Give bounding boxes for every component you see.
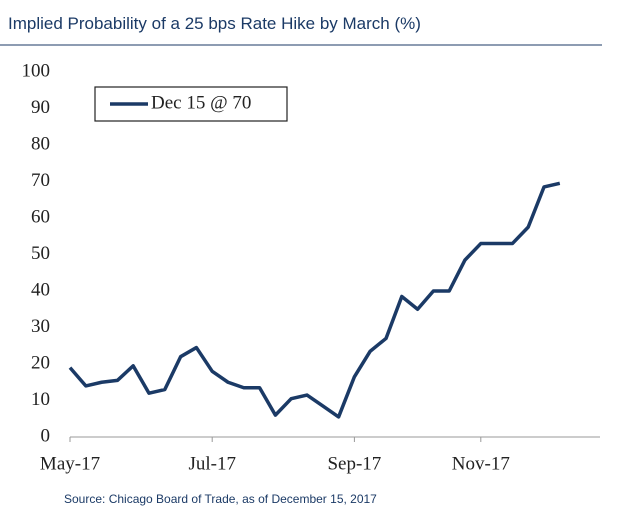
x-tick-label: Sep-17 bbox=[327, 453, 381, 474]
chart-title: Implied Probability of a 25 bps Rate Hik… bbox=[8, 14, 421, 33]
source-note: Source: Chicago Board of Trade, as of De… bbox=[64, 492, 377, 506]
y-tick-label: 30 bbox=[31, 316, 50, 337]
y-tick-label: 90 bbox=[31, 97, 50, 118]
x-tick-label: Jul-17 bbox=[188, 453, 236, 474]
legend-label: Dec 15 @ 70 bbox=[151, 92, 251, 113]
y-tick-label: 60 bbox=[31, 206, 50, 227]
y-tick-label: 50 bbox=[31, 243, 50, 264]
y-tick-label: 70 bbox=[31, 170, 50, 191]
x-tick-label: Nov-17 bbox=[452, 453, 510, 474]
y-tick-label: 20 bbox=[31, 352, 50, 373]
y-tick-label: 40 bbox=[31, 279, 50, 300]
y-tick-label: 100 bbox=[22, 60, 51, 81]
y-tick-label: 0 bbox=[41, 425, 51, 446]
y-tick-label: 80 bbox=[31, 133, 50, 154]
x-tick-label: May-17 bbox=[40, 453, 100, 474]
y-tick-label: 10 bbox=[31, 389, 50, 410]
line-series bbox=[68, 181, 561, 419]
